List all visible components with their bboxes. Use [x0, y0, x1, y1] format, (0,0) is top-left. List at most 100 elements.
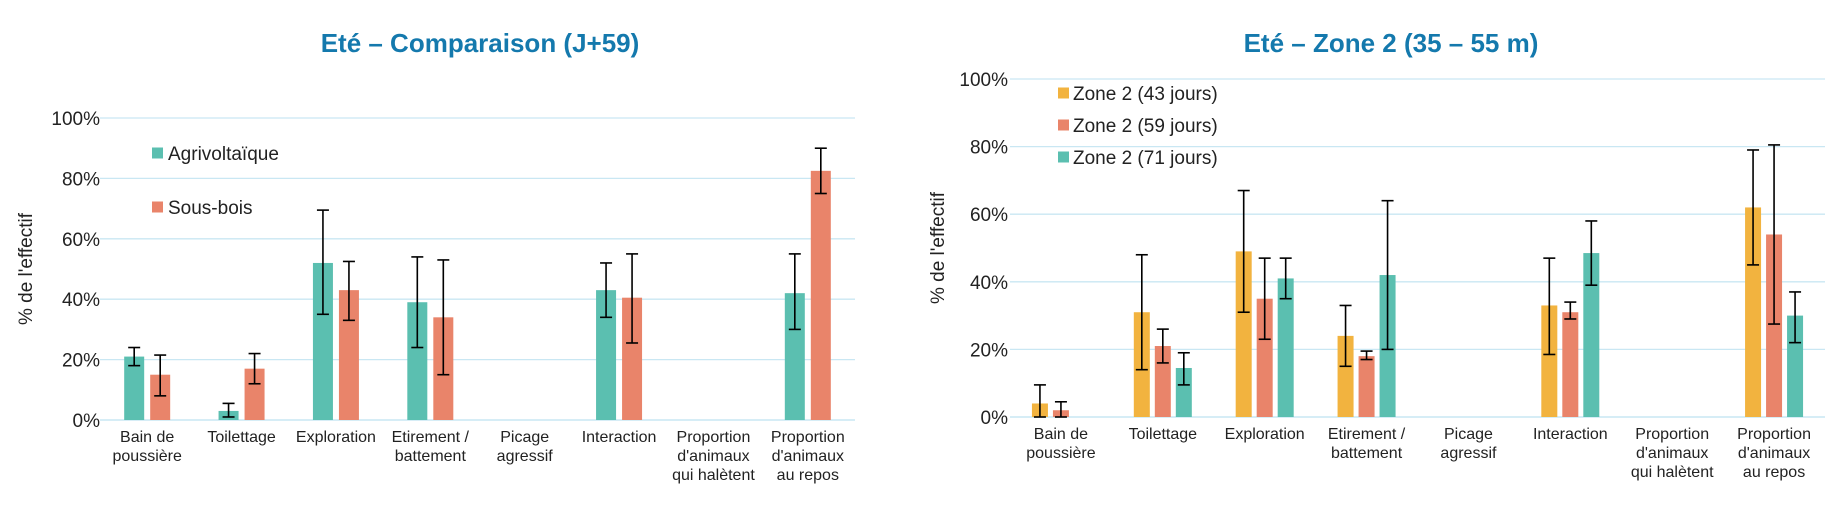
bar-zone-2-71-jours-	[1583, 253, 1600, 417]
error-bar	[1237, 189, 1250, 314]
error-bar	[1381, 199, 1394, 351]
y-tick-label: 60%	[970, 205, 1008, 226]
error-bar	[1177, 351, 1190, 386]
error-bar	[1156, 328, 1169, 364]
y-tick-label: 100%	[51, 109, 100, 130]
chart-title: Eté – Comparaison (J+59)	[321, 28, 640, 58]
legend-label: Sous-bois	[168, 198, 253, 219]
y-axis-label: % de l'effectif	[928, 191, 949, 304]
error-bar	[437, 259, 450, 376]
x-category-label: Bain de poussière	[1026, 426, 1095, 462]
error-bar	[342, 260, 355, 322]
x-category-label: Etirement / battement	[1328, 426, 1406, 462]
bar-agrivolta-que	[596, 290, 617, 420]
y-tick-label: 20%	[970, 340, 1008, 361]
y-tick-label: 40%	[970, 273, 1008, 294]
y-tick-label: 20%	[62, 351, 100, 372]
bar-sous-bois	[338, 290, 359, 420]
x-category-label: Bain de poussière	[113, 429, 182, 465]
error-bar	[222, 402, 235, 418]
y-tick-label: 0%	[73, 411, 101, 432]
x-category-label: Toilettage	[1129, 426, 1198, 443]
legend-item: Agrivoltaïque	[152, 144, 279, 165]
x-category-label: Picage agressif	[497, 429, 554, 465]
error-bar	[1564, 301, 1577, 320]
legend-swatch	[1058, 151, 1069, 163]
bar-zone-2-59-jours-	[1766, 234, 1783, 417]
error-bar	[154, 354, 167, 397]
legend-label: Agrivoltaïque	[168, 144, 279, 165]
error-bar	[1585, 220, 1598, 286]
bar-zone-2-59-jours-	[1358, 356, 1375, 417]
bar-agrivolta-que	[312, 262, 333, 420]
bar-sous-bois	[810, 170, 831, 420]
legend-item: Zone 2 (71 jours)	[1058, 148, 1218, 169]
legend-swatch	[1058, 119, 1069, 131]
bar-zone-2-59-jours-	[1562, 312, 1579, 417]
error-bar	[1789, 291, 1802, 344]
x-category-label: Proportion d'animaux au repos	[771, 429, 845, 484]
y-tick-label: 60%	[62, 230, 100, 251]
error-bar	[1747, 149, 1760, 266]
legend-swatch	[152, 147, 163, 159]
error-bar	[814, 147, 827, 195]
error-bar	[600, 262, 613, 319]
bar-sous-bois	[244, 368, 265, 420]
bar-zone-2-59-jours-	[1256, 298, 1273, 417]
bar-zone-2-43-jours-	[1337, 335, 1354, 417]
x-category-label: Picage agressif	[1440, 426, 1497, 462]
chart-title: Eté – Zone 2 (35 – 55 m)	[1244, 28, 1539, 58]
chart-zone2: Eté – Zone 2 (35 – 55 m) 0% 20% 40% 60% 80% 10…	[928, 28, 1825, 481]
legend-item: Zone 2 (43 jours)	[1058, 84, 1218, 105]
legend-label: Zone 2 (43 jours)	[1073, 84, 1218, 105]
error-bar	[128, 346, 141, 367]
y-tick-label: 40%	[62, 290, 100, 311]
chart-comparaison: Eté – Comparaison (J+59) 0% 20% 40% 60% 80% 10…	[16, 28, 855, 484]
x-category-label: Proportion d'animaux qui halètent	[672, 429, 755, 484]
x-category-label: Interaction	[1533, 426, 1608, 443]
error-bar	[1360, 350, 1373, 361]
legend-item: Zone 2 (59 jours)	[1058, 116, 1218, 137]
legend-label: Zone 2 (59 jours)	[1073, 116, 1218, 137]
error-bar	[1543, 257, 1556, 356]
x-category-label: Proportion d'animaux qui halètent	[1631, 426, 1714, 481]
y-tick-label: 100%	[959, 70, 1008, 91]
error-bar	[626, 253, 639, 344]
bar-zone-2-43-jours-	[1235, 251, 1252, 417]
error-bar	[1339, 304, 1352, 368]
y-axis-label: % de l'effectif	[16, 212, 37, 325]
bar-agrivolta-que	[407, 302, 428, 420]
error-bar	[1768, 144, 1781, 325]
error-bar	[1033, 384, 1046, 418]
bar-zone-2-43-jours-	[1541, 305, 1558, 417]
legend-label: Zone 2 (71 jours)	[1073, 148, 1218, 169]
bar-sous-bois	[622, 297, 643, 420]
x-category-label: Proportion d'animaux au repos	[1737, 426, 1811, 481]
bar-zone-2-71-jours-	[1277, 278, 1294, 417]
x-category-label: Exploration	[296, 429, 376, 446]
bar-zone-2-59-jours-	[1154, 346, 1171, 417]
error-bar	[1054, 400, 1067, 418]
legend-item: Sous-bois	[152, 198, 253, 219]
bar-sous-bois	[150, 374, 171, 420]
y-tick-label: 80%	[970, 138, 1008, 159]
x-category-label: Toilettage	[207, 429, 276, 446]
bar-agrivolta-que	[784, 293, 805, 420]
error-bar	[411, 256, 424, 349]
error-bar	[1279, 257, 1292, 300]
x-category-label: Etirement / battement	[392, 429, 470, 465]
y-tick-label: 80%	[62, 169, 100, 190]
x-category-label: Exploration	[1225, 426, 1305, 443]
bar-zone-2-71-jours-	[1787, 315, 1804, 417]
bar-zone-2-71-jours-	[1175, 367, 1192, 417]
error-bar	[1135, 253, 1148, 371]
x-category-label: Interaction	[582, 429, 657, 446]
bar-zone-2-43-jours-	[1745, 207, 1762, 417]
legend-swatch	[1058, 87, 1069, 99]
bar-agrivolta-que	[124, 356, 145, 420]
legend-swatch	[152, 201, 163, 213]
error-bar	[248, 352, 261, 385]
y-tick-label: 0%	[981, 408, 1009, 429]
error-bar	[788, 253, 801, 331]
